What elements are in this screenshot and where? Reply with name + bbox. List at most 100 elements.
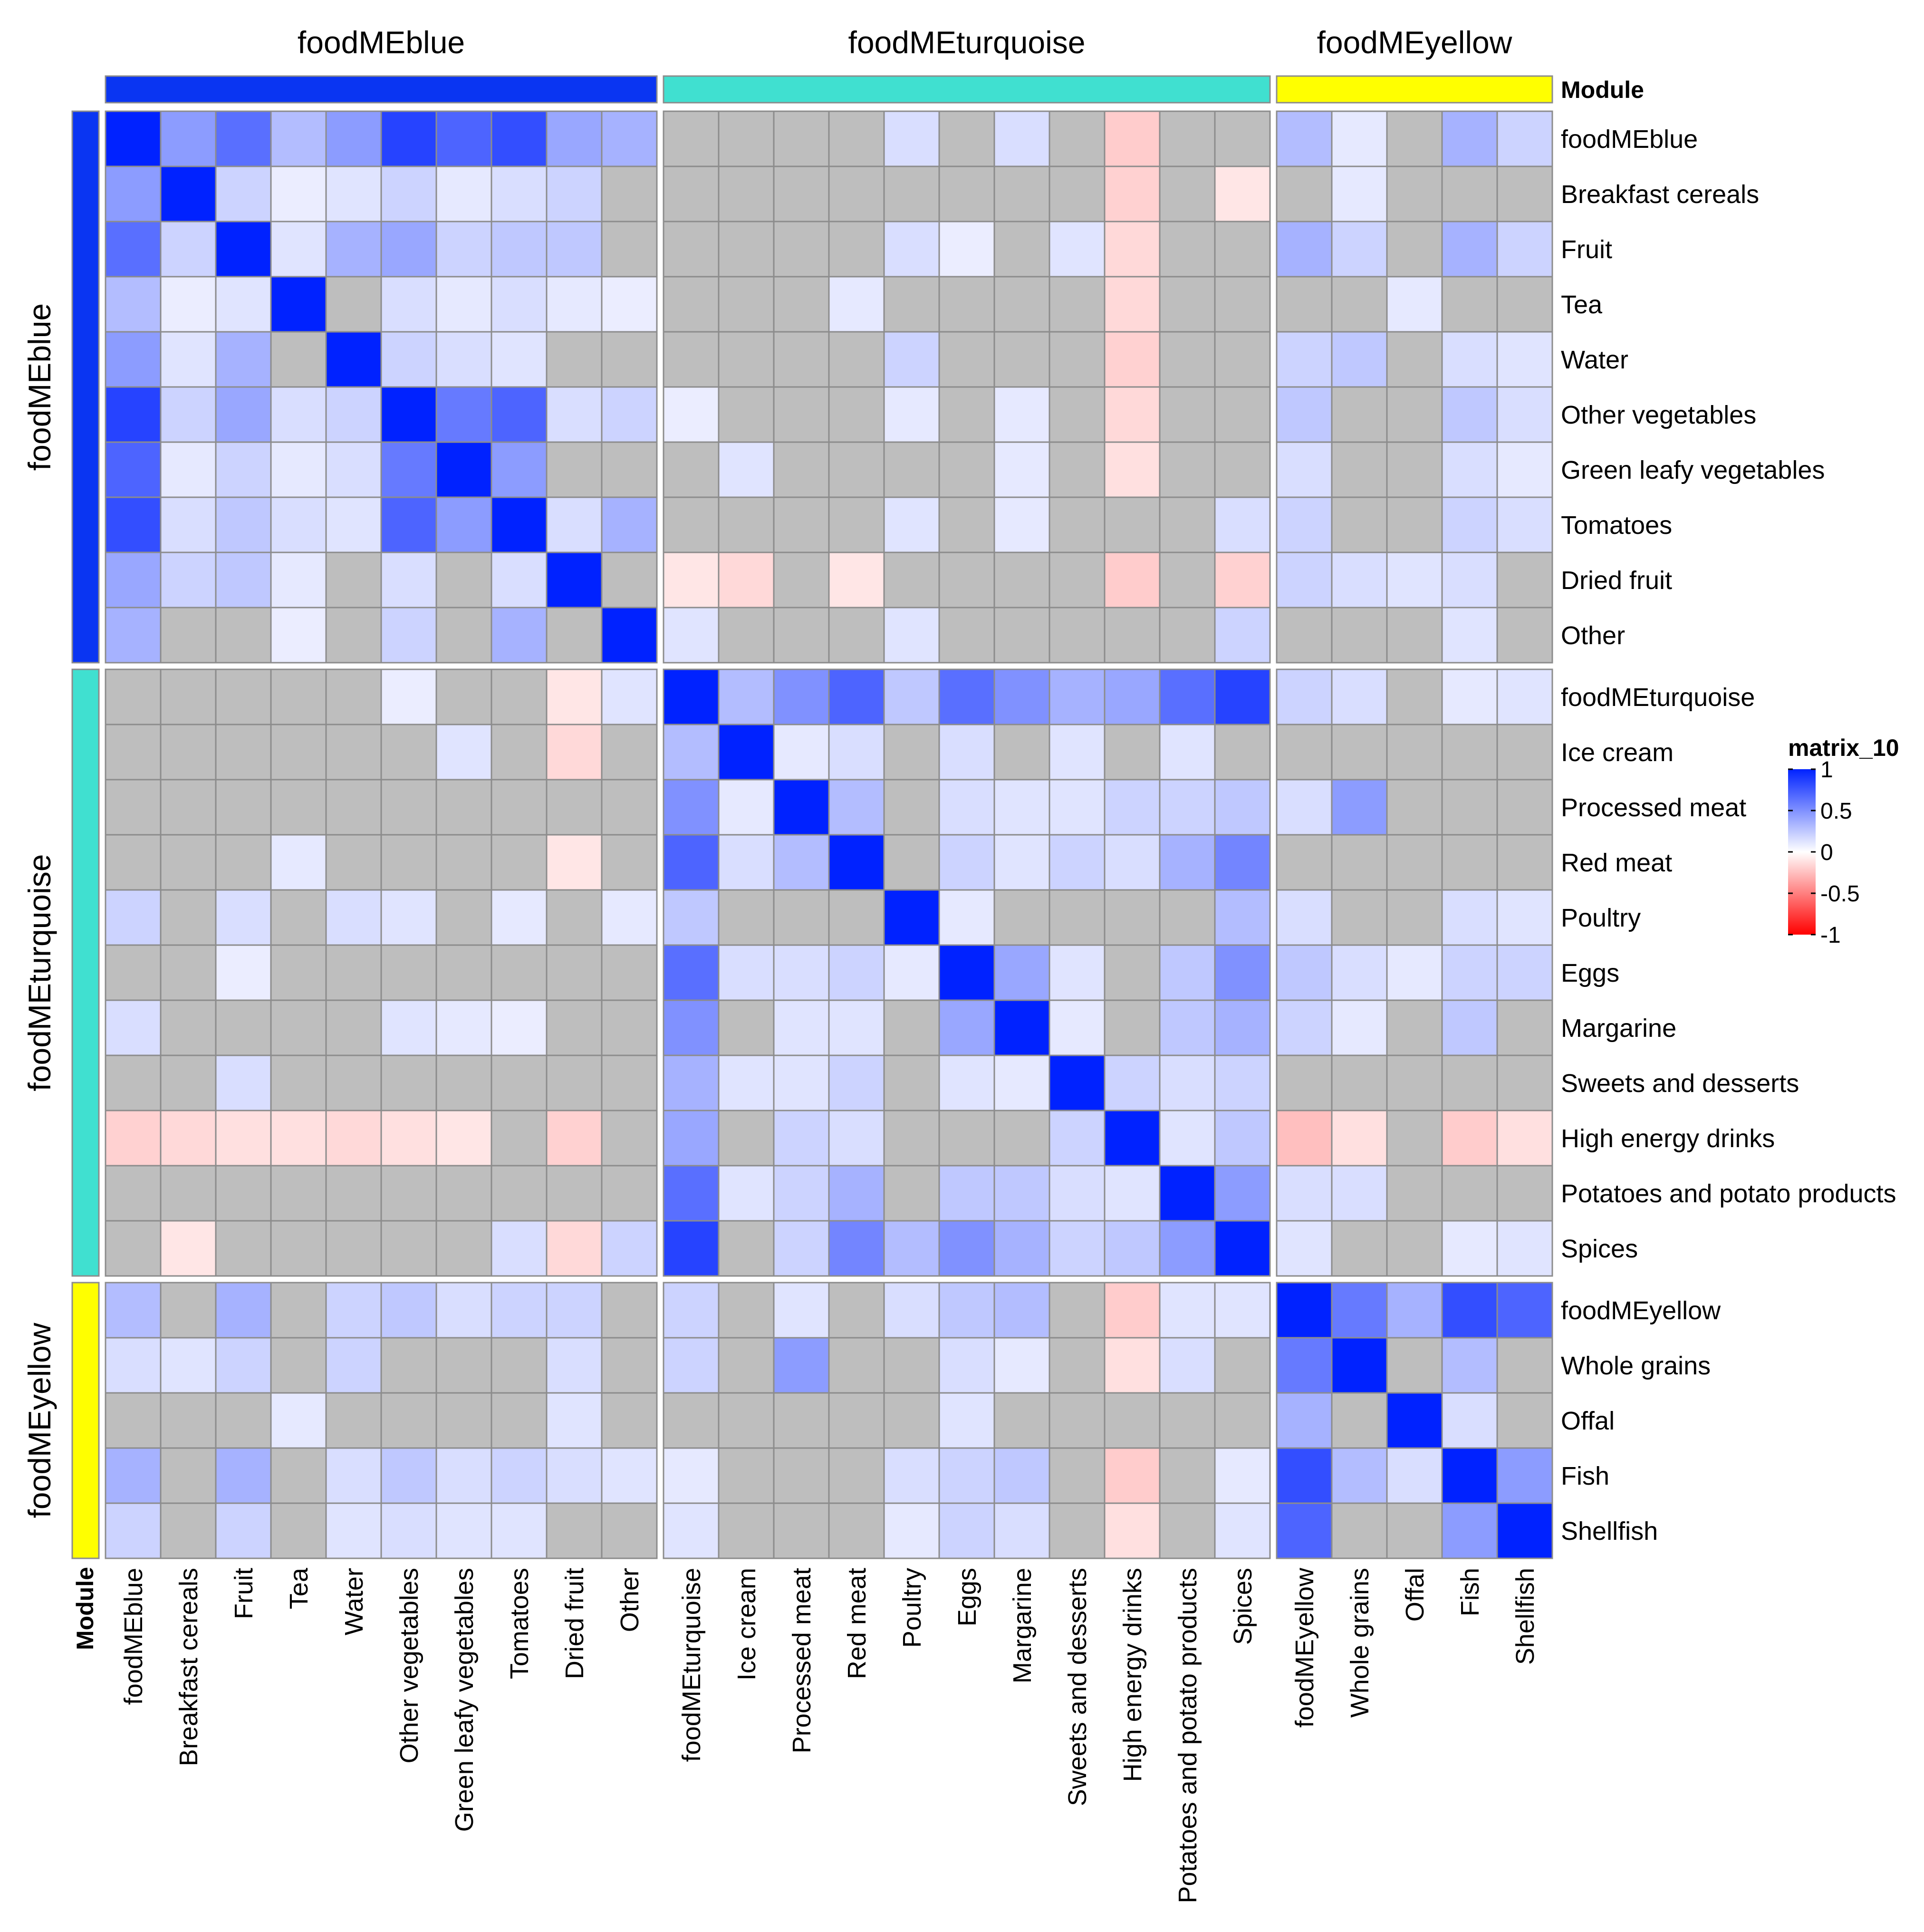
heatmap-cell — [1159, 496, 1216, 553]
heatmap-cell — [718, 1110, 775, 1167]
heatmap-cell — [215, 1054, 272, 1111]
heatmap-cell — [1104, 607, 1161, 664]
heatmap-cell — [1441, 1447, 1498, 1504]
heatmap-cell — [1159, 1110, 1216, 1167]
heatmap-cell — [601, 1447, 658, 1504]
heatmap-cell — [546, 165, 603, 222]
heatmap-cell — [1214, 1110, 1271, 1167]
heatmap-cell — [1386, 1502, 1443, 1559]
heatmap-cell — [546, 944, 603, 1001]
legend-tick-label: 0.5 — [1820, 799, 1852, 824]
heatmap-cell — [718, 331, 775, 388]
heatmap-cell — [938, 221, 995, 278]
heatmap-cell — [160, 386, 217, 443]
heatmap-cell — [718, 944, 775, 1001]
heatmap-cell — [1214, 1220, 1271, 1277]
heatmap-cell — [1441, 607, 1498, 664]
heatmap-cell — [1386, 165, 1443, 222]
row-label: Dried fruit — [1561, 566, 1672, 595]
heatmap-cell — [1214, 944, 1271, 1001]
heatmap-cell — [1049, 1447, 1106, 1504]
heatmap-cell — [546, 276, 603, 333]
heatmap-cell — [215, 1447, 272, 1504]
column-label: Shellfish — [1511, 1568, 1539, 1665]
heatmap-cell — [1214, 110, 1271, 167]
heatmap-cell — [1496, 165, 1553, 222]
heatmap-cell — [1441, 1165, 1498, 1222]
heatmap-cell — [380, 1282, 437, 1339]
heatmap-cell — [546, 1337, 603, 1394]
heatmap-cell — [270, 1054, 327, 1111]
heatmap-cell — [1386, 331, 1443, 388]
row-label: Poultry — [1561, 904, 1641, 932]
heatmap-cell — [1159, 607, 1216, 664]
module-color-bar-top — [663, 75, 1271, 104]
heatmap-cell — [270, 110, 327, 167]
heatmap-cell — [601, 386, 658, 443]
heatmap-cell — [828, 1337, 885, 1394]
heatmap-cell — [1441, 110, 1498, 167]
heatmap-cell — [1386, 1165, 1443, 1222]
module-column-title: foodMEyellow — [1317, 25, 1512, 60]
module-color-bar-left — [71, 1282, 100, 1559]
heatmap-cell — [993, 1110, 1050, 1167]
column-label: Offal — [1401, 1568, 1429, 1622]
heatmap-cell — [1159, 724, 1216, 781]
heatmap-cell — [1496, 1502, 1553, 1559]
heatmap-cell — [1159, 834, 1216, 891]
heatmap-cell — [1049, 110, 1106, 167]
heatmap-cell — [325, 1282, 382, 1339]
heatmap-cell — [1276, 1337, 1333, 1394]
heatmap-cell — [1386, 1447, 1443, 1504]
heatmap-cell — [883, 1337, 940, 1394]
heatmap-cell — [160, 607, 217, 664]
heatmap-cell — [1104, 834, 1161, 891]
heatmap-cell — [883, 386, 940, 443]
heatmap-cell — [938, 1337, 995, 1394]
heatmap-cell — [828, 1054, 885, 1111]
heatmap-cell — [105, 779, 162, 836]
heatmap-cell — [663, 779, 720, 836]
heatmap-cell — [380, 331, 437, 388]
heatmap-cell — [1104, 1282, 1161, 1339]
heatmap-cell — [1214, 668, 1271, 725]
heatmap-cell — [1049, 999, 1106, 1056]
heatmap-cell — [1049, 1110, 1106, 1167]
heatmap-cell — [828, 1282, 885, 1339]
heatmap-cell — [380, 221, 437, 278]
heatmap-cell — [1104, 1110, 1161, 1167]
heatmap-cell — [938, 1282, 995, 1339]
heatmap-cell — [1386, 944, 1443, 1001]
heatmap-cell — [215, 944, 272, 1001]
heatmap-cell — [1441, 889, 1498, 946]
heatmap-cell — [663, 496, 720, 553]
row-label: High energy drinks — [1561, 1124, 1775, 1153]
heatmap-cell — [105, 276, 162, 333]
heatmap-cell — [993, 276, 1050, 333]
heatmap-cell — [1049, 1054, 1106, 1111]
heatmap-cell — [1331, 1447, 1388, 1504]
heatmap-cell — [1214, 165, 1271, 222]
row-label: Red meat — [1561, 849, 1672, 877]
heatmap-cell — [1331, 1110, 1388, 1167]
heatmap-cell — [546, 834, 603, 891]
heatmap-cell — [380, 551, 437, 609]
heatmap-cell — [1049, 607, 1106, 664]
heatmap-cell — [1496, 1447, 1553, 1504]
heatmap-cell — [993, 668, 1050, 725]
heatmap-cell — [993, 944, 1050, 1001]
heatmap-cell — [773, 1392, 830, 1449]
heatmap-cell — [663, 1282, 720, 1339]
row-label: Ice cream — [1561, 738, 1674, 767]
heatmap-cell — [1276, 1392, 1333, 1449]
heatmap-cell — [828, 889, 885, 946]
heatmap-cell — [435, 607, 492, 664]
heatmap-cell — [380, 1220, 437, 1277]
heatmap-cell — [491, 1502, 548, 1559]
row-label: Tomatoes — [1561, 511, 1672, 540]
heatmap-cell — [773, 1110, 830, 1167]
heatmap-cell — [215, 999, 272, 1056]
column-label: Processed meat — [788, 1568, 816, 1753]
heatmap-cell — [1441, 441, 1498, 498]
row-label: Green leafy vegetables — [1561, 456, 1825, 484]
